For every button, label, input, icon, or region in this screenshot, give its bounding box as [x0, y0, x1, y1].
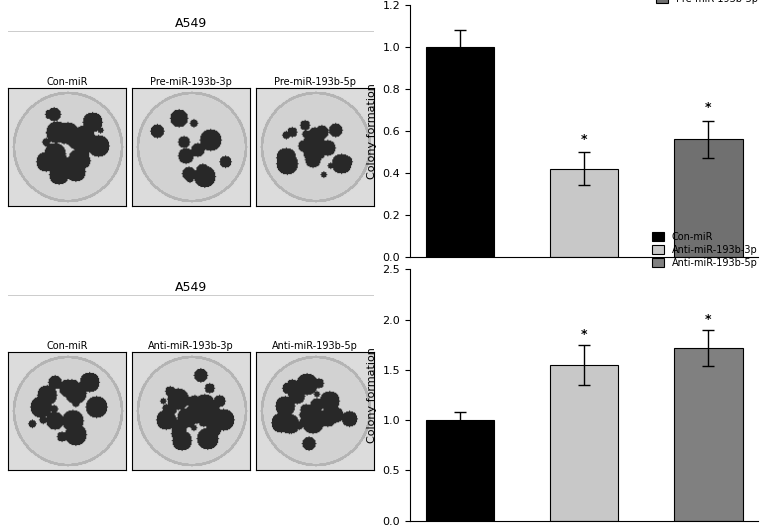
Legend: Con-miR, Pre-miR-193b-3p, Pre-miR-193b-5p: Con-miR, Pre-miR-193b-3p, Pre-miR-193b-5…	[653, 0, 761, 6]
Title: Pre-miR-193b-5p: Pre-miR-193b-5p	[274, 77, 356, 87]
Y-axis label: Colony formation: Colony formation	[367, 347, 377, 443]
Text: *: *	[705, 101, 712, 114]
Bar	[550, 169, 618, 257]
Bar	[674, 139, 742, 257]
Bar	[426, 420, 494, 521]
Bar	[674, 348, 742, 521]
Text: *: *	[705, 312, 712, 326]
Bar	[426, 47, 494, 257]
Title: Anti-miR-193b-5p: Anti-miR-193b-5p	[272, 341, 358, 351]
Legend: Con-miR, Anti-miR-193b-3p, Anti-miR-193b-5p: Con-miR, Anti-miR-193b-3p, Anti-miR-193b…	[650, 229, 761, 270]
Y-axis label: Colony formation: Colony formation	[367, 83, 377, 179]
Title: Con-miR: Con-miR	[46, 341, 87, 351]
Text: A549: A549	[175, 281, 207, 294]
Text: *: *	[581, 328, 588, 341]
Text: A549: A549	[175, 17, 207, 30]
Text: *: *	[581, 133, 588, 146]
Title: Anti-miR-193b-3p: Anti-miR-193b-3p	[148, 341, 234, 351]
Bar	[550, 365, 618, 521]
Title: Con-miR: Con-miR	[46, 77, 87, 87]
Title: Pre-miR-193b-3p: Pre-miR-193b-3p	[150, 77, 232, 87]
